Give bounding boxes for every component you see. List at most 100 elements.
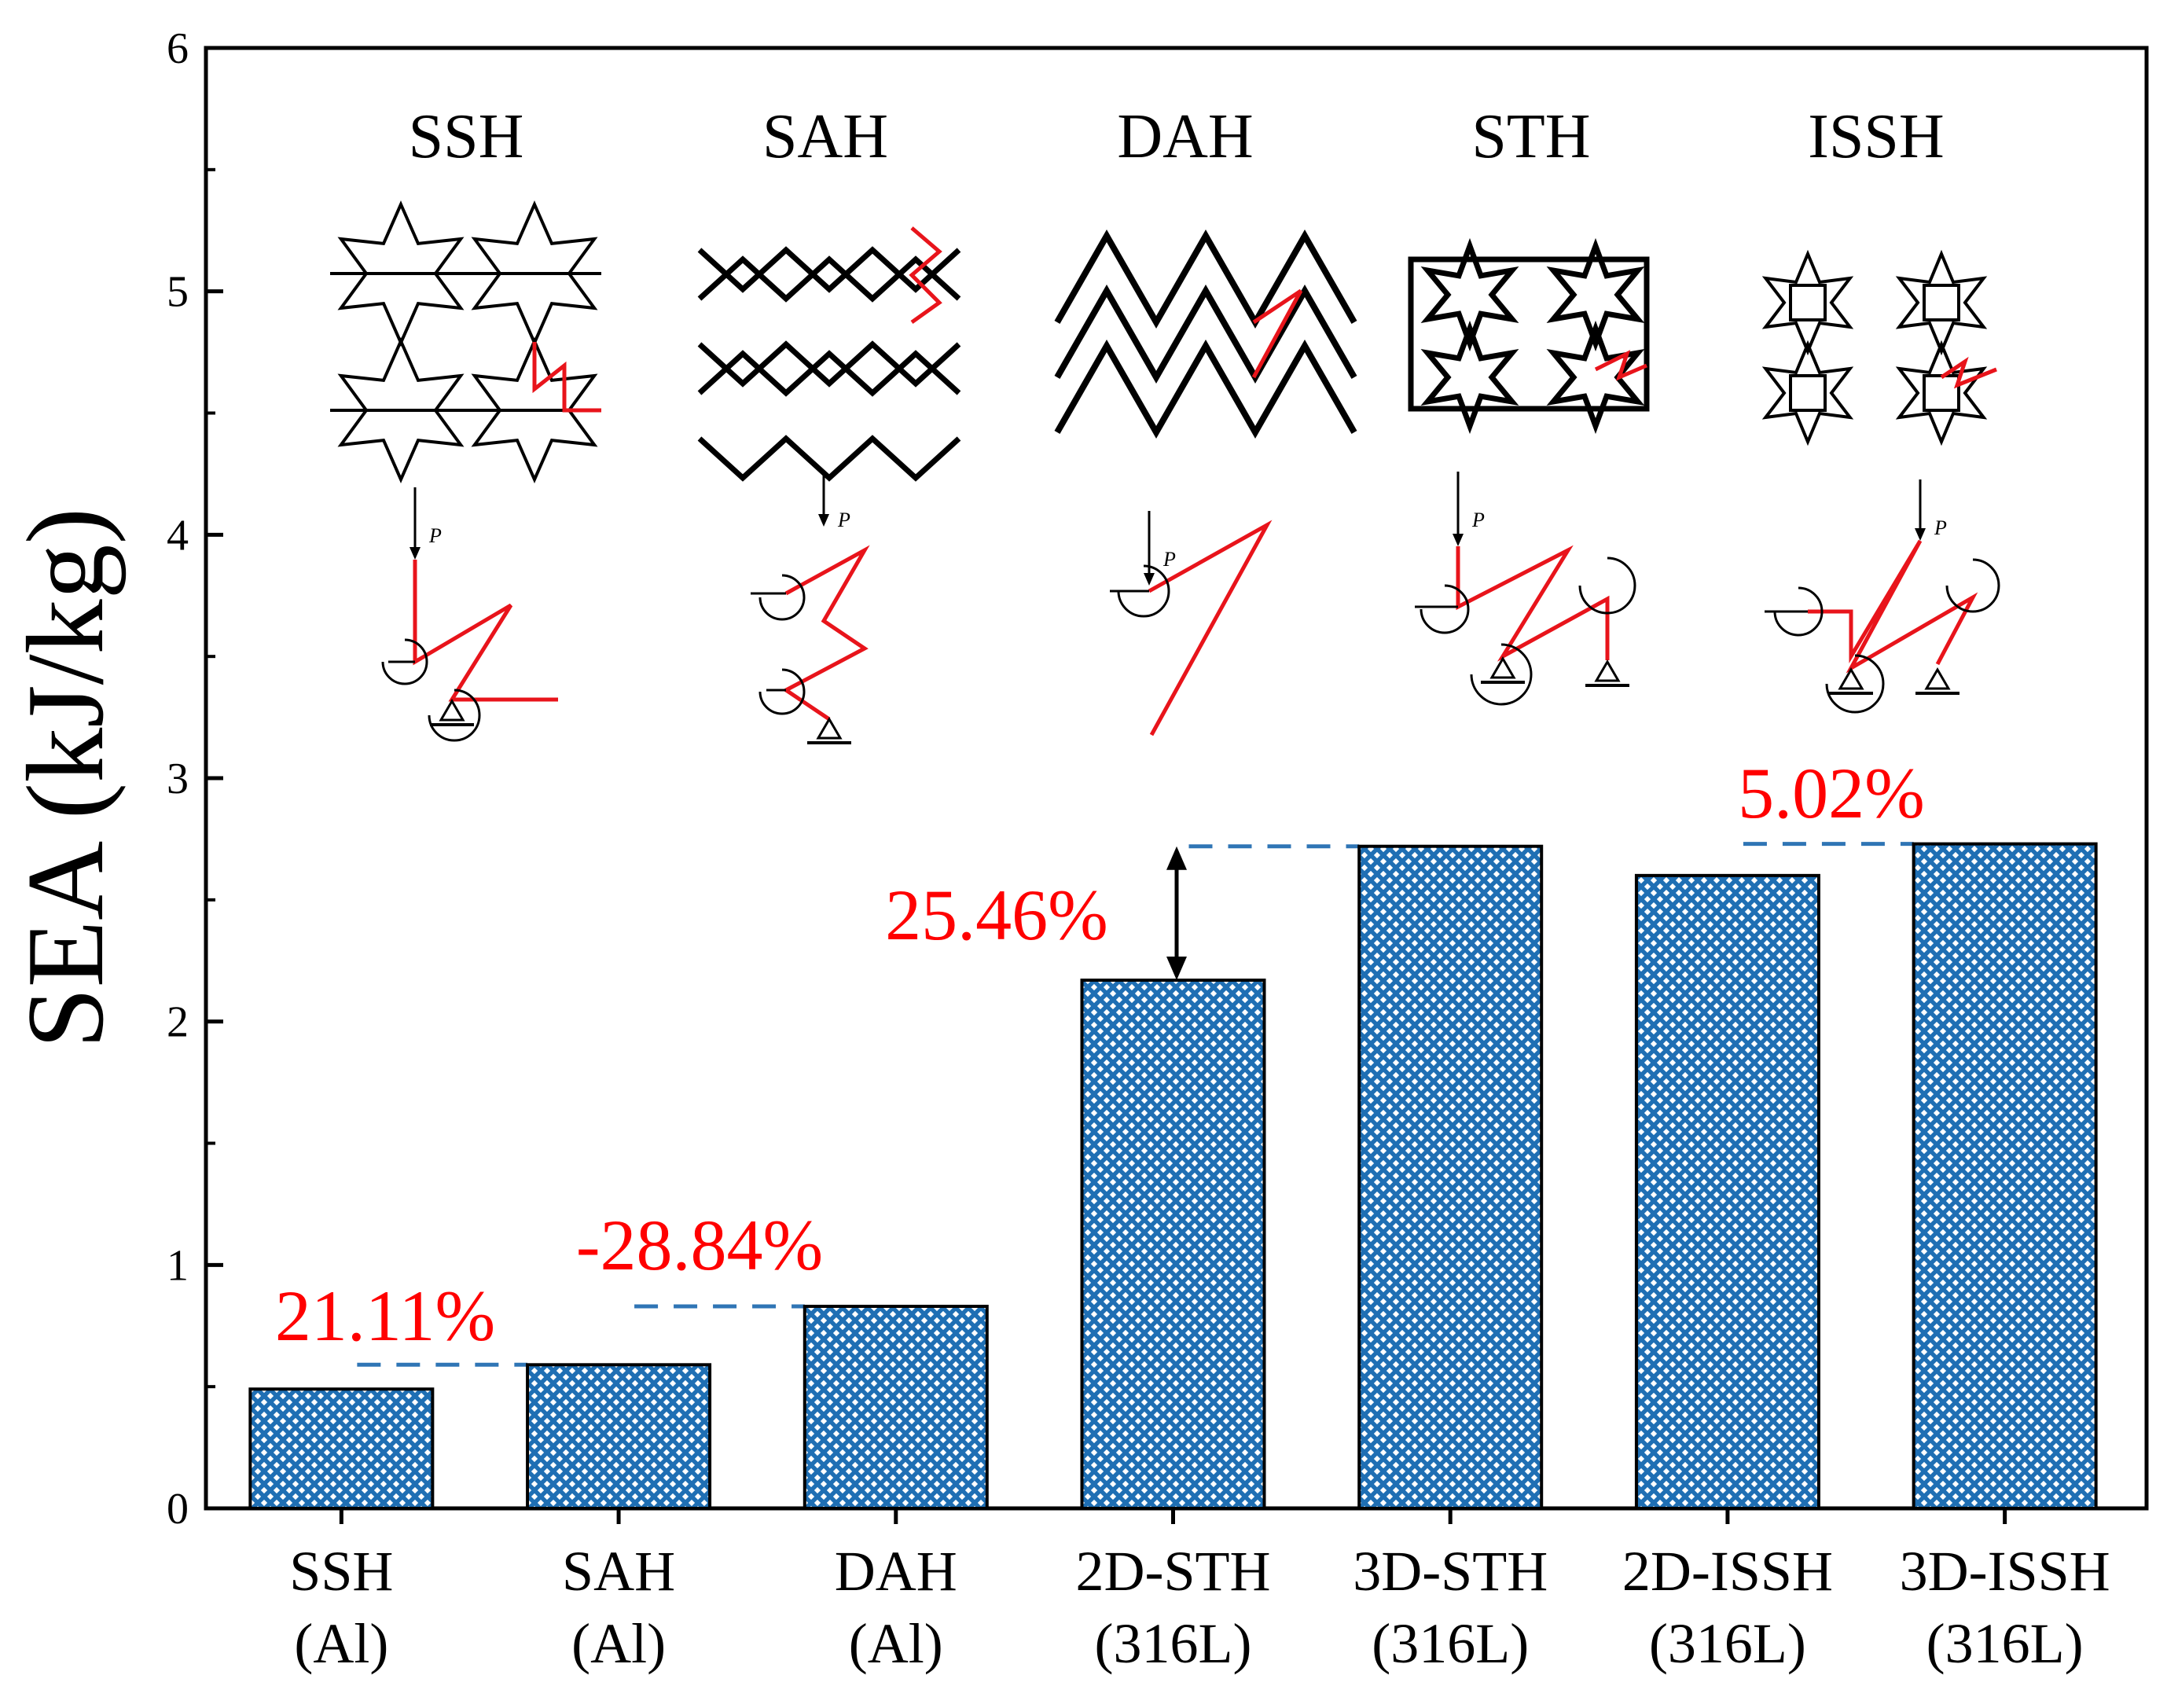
pin-support [439,699,465,722]
y-tick-label: 5 [167,268,189,317]
rotation-arc [1578,556,1636,615]
load-arrow-head [1453,534,1464,546]
x-tick-label: 3D-ISSH [1900,1540,2110,1603]
structure-insets: SSH SAH DAH STH ISSH P P P P P [330,102,2000,744]
star-cell [337,337,465,483]
rotation-arc [758,574,806,621]
bar [1357,844,1544,1510]
inset-title: ISSH [1808,102,1944,171]
arrow-head-down [1166,957,1187,981]
square-node [1923,374,1960,412]
unit-cell-highlight [1251,288,1303,379]
rotation-arc [758,668,806,715]
star-cell [1895,340,1988,446]
load-label: P [1934,516,1947,539]
percent-annotation: 5.02% [1738,753,1925,833]
unit-cell-highlight [909,226,942,325]
y-axis-title: SEA (kJ/kg) [5,508,127,1049]
zigzag-strut [697,435,961,482]
x-tick-label: SAH [562,1540,675,1603]
bar [803,1304,989,1511]
load-arrow-head [410,547,421,560]
square-node [1789,284,1827,321]
zigzag-strut [697,350,961,397]
rotation-arc [1773,586,1824,637]
y-tick-label: 1 [167,1241,189,1290]
zigzag-strut [1054,339,1357,439]
x-tick-label: 2D-ISSH [1622,1540,1833,1603]
y-axis: 0 1 2 3 4 5 6 [167,24,223,1534]
mechanism-member [1456,545,1610,662]
dah-lattice [1054,229,1357,439]
bar [1912,842,2098,1510]
y-tick-label: 3 [167,755,189,803]
star-cell [471,337,598,483]
inset-title: DAH [1117,102,1253,171]
percent-annotation: -28.84% [576,1205,823,1285]
pin-support [1489,656,1516,679]
pin-support [1838,667,1864,690]
percent-annotation: 21.11% [275,1276,495,1356]
bar [526,1363,712,1510]
unit-cell-highlight [1594,350,1647,381]
x-tick-label: (316L) [1372,1612,1529,1675]
star-cell [1761,340,1854,446]
inset-title: SAH [762,102,888,171]
y-tick-label: 2 [167,998,189,1047]
pin-support [1594,659,1621,682]
square-node [1789,374,1827,412]
x-tick-label: (316L) [1926,1612,2084,1675]
zigzag-strut [697,246,961,293]
rotation-arc [1420,584,1470,634]
sah-lattice [697,226,961,482]
load-arrow-head [818,514,829,527]
star-cell [1546,237,1645,352]
guide-lines [357,842,1914,1367]
pin-support [1924,667,1951,690]
bar [248,1387,435,1510]
rotation-arc [1825,654,1885,714]
square-node [1923,284,1960,321]
unit-cell-highlight [532,342,601,413]
y-tick-label: 4 [167,511,189,560]
bars [248,842,2098,1511]
rotation-arc [381,638,428,685]
rotation-arc [1945,558,2000,613]
load-arrow-head [1915,528,1926,541]
zigzag-strut [697,340,961,388]
load-label: P [837,509,850,531]
load-label: P [1162,548,1176,571]
star-cell [1420,237,1519,352]
mechanism-diagrams: P P P P P [381,472,2000,744]
zigzag-strut [1054,284,1357,384]
percent-annotation: 25.46% [885,875,1108,955]
arrow-head-up [1166,846,1187,870]
zigzag-strut [1054,229,1357,329]
load-label: P [428,524,442,547]
x-tick-label: SSH [289,1540,393,1603]
rotation-arc [1117,564,1170,618]
load-arrow-head [1144,573,1155,586]
unit-cell-highlight [1940,356,1997,389]
sth-lattice [1408,237,1650,435]
x-tick-label: (Al) [571,1612,666,1675]
x-tick-label: (Al) [849,1612,943,1675]
mechanism-member [1148,520,1273,736]
bar [1634,873,1820,1511]
star-cell [1761,249,1854,356]
ssh-lattice [330,200,601,483]
x-tick-label: DAH [835,1540,957,1603]
rotation-arc [1470,643,1533,706]
load-label: P [1471,509,1485,531]
x-tick-label: (Al) [294,1612,388,1675]
y-tick-label: 0 [167,1485,189,1534]
y-tick-label: 6 [167,24,189,73]
star-cell [1546,320,1645,435]
star-cell [1420,320,1519,435]
x-tick-label: 2D-STH [1076,1540,1271,1603]
issh-lattice [1761,249,1997,446]
star-cell [1895,249,1988,356]
zigzag-strut [697,255,961,303]
x-axis: SSH (Al) SAH (Al) DAH (Al) 2D-STH (316L) 3D-STH (… [289,1508,2110,1675]
